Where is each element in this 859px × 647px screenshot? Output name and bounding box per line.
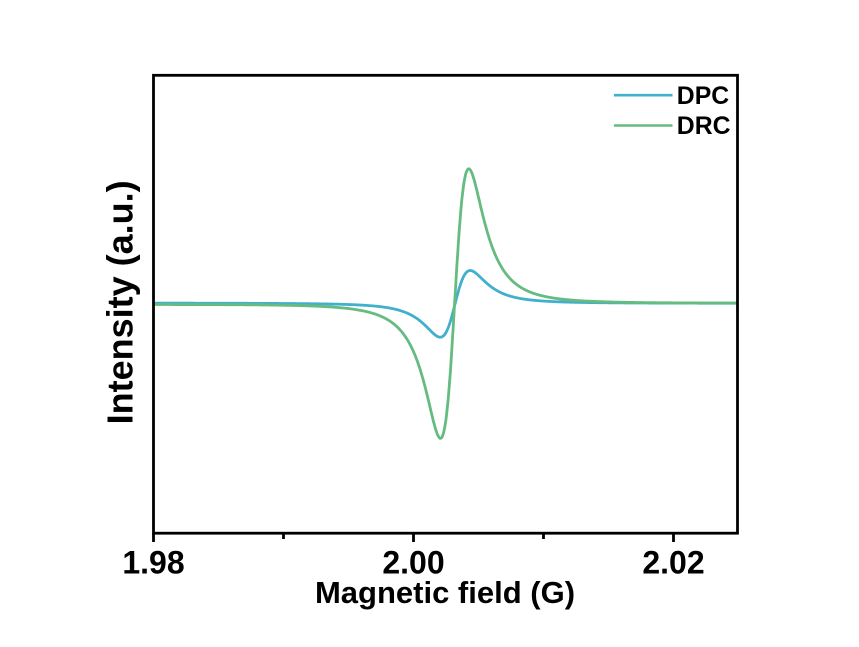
svg-text:Magnetic field (G): Magnetic field (G) [315, 575, 575, 610]
svg-text:Intensity (a.u.): Intensity (a.u.) [99, 180, 140, 424]
svg-text:1.98: 1.98 [122, 544, 184, 580]
svg-text:2.00: 2.00 [382, 544, 444, 580]
svg-text:DPC: DPC [677, 83, 729, 110]
svg-text:DRC: DRC [677, 113, 731, 140]
svg-text:2.02: 2.02 [642, 544, 704, 580]
